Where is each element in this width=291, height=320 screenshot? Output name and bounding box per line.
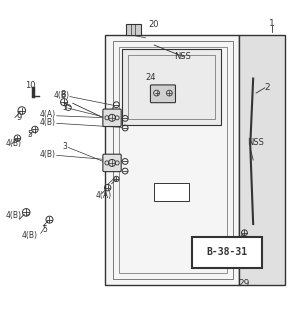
- Text: 20: 20: [148, 20, 159, 29]
- Text: 4(B): 4(B): [54, 92, 70, 100]
- Text: 1: 1: [269, 19, 275, 28]
- Bar: [154, 183, 189, 201]
- FancyBboxPatch shape: [150, 85, 175, 103]
- Polygon shape: [105, 35, 239, 285]
- Text: NSS: NSS: [175, 52, 191, 61]
- Text: 4(B): 4(B): [39, 118, 55, 127]
- Text: 29: 29: [239, 279, 250, 288]
- Text: 10: 10: [25, 81, 35, 90]
- Text: 4(B): 4(B): [6, 211, 22, 220]
- Text: 24: 24: [146, 73, 156, 82]
- Text: 4(B): 4(B): [39, 150, 55, 159]
- Text: 2: 2: [265, 83, 270, 92]
- Text: 4(A): 4(A): [39, 110, 55, 119]
- Text: 4(B): 4(B): [22, 231, 38, 240]
- Text: 3: 3: [62, 142, 67, 151]
- Text: 5: 5: [27, 130, 32, 139]
- FancyBboxPatch shape: [192, 237, 262, 268]
- Text: 8: 8: [60, 90, 65, 99]
- FancyBboxPatch shape: [103, 154, 121, 172]
- Text: 4(B): 4(B): [6, 139, 22, 148]
- Text: NSS: NSS: [247, 138, 264, 147]
- Text: 4(A): 4(A): [95, 191, 111, 200]
- Text: B-38-31: B-38-31: [206, 247, 248, 257]
- Text: 5: 5: [43, 225, 47, 234]
- Text: 9: 9: [16, 113, 22, 122]
- Text: 3: 3: [62, 103, 67, 112]
- Polygon shape: [122, 49, 221, 125]
- Polygon shape: [239, 35, 285, 285]
- FancyBboxPatch shape: [103, 109, 121, 126]
- Bar: [126, 24, 141, 36]
